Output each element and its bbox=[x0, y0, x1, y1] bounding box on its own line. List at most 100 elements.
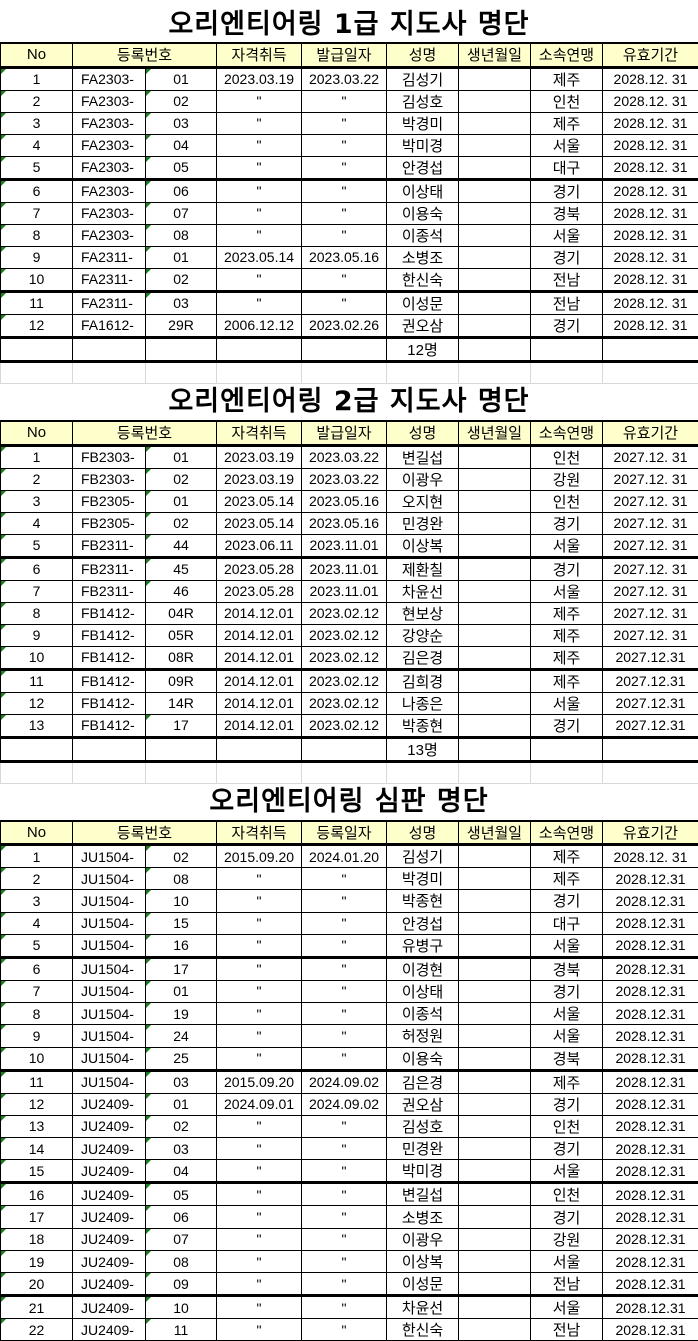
cell-name[interactable]: 제환칠 bbox=[387, 557, 459, 580]
cell-name[interactable]: 현보상 bbox=[387, 602, 459, 624]
cell-no[interactable]: 10 bbox=[1, 646, 73, 669]
cell-no[interactable]: 13 bbox=[1, 1115, 73, 1137]
cell-iss[interactable]: " bbox=[302, 1319, 387, 1341]
cell-name[interactable]: 권오삼 bbox=[387, 1093, 459, 1115]
cell-no[interactable]: 1 bbox=[1, 67, 73, 90]
cell-suf[interactable]: 01 bbox=[146, 490, 217, 512]
cell-org[interactable]: 서울 bbox=[531, 934, 603, 957]
cell-valid[interactable]: 2028.12. 31 bbox=[603, 112, 698, 134]
cell-name[interactable]: 이상태 bbox=[387, 980, 459, 1002]
cell-birth[interactable] bbox=[459, 1273, 531, 1296]
cell-iss[interactable]: " bbox=[302, 890, 387, 912]
cell-acq[interactable]: " bbox=[217, 1296, 302, 1319]
cell-no[interactable]: 2 bbox=[1, 90, 73, 112]
cell-iss[interactable]: 2023.03.22 bbox=[302, 445, 387, 468]
cell-birth[interactable] bbox=[459, 179, 531, 202]
cell-pre[interactable]: FA2303- bbox=[73, 156, 146, 179]
cell-suf[interactable]: 05 bbox=[146, 1183, 217, 1206]
cell-iss[interactable]: 2023.02.12 bbox=[302, 602, 387, 624]
cell-suf[interactable]: 01 bbox=[146, 445, 217, 468]
empty-cell[interactable] bbox=[459, 737, 531, 761]
cell-acq[interactable]: 2014.12.01 bbox=[217, 646, 302, 669]
cell-iss[interactable]: 2023.02.12 bbox=[302, 714, 387, 737]
cell-org[interactable]: 서울 bbox=[531, 224, 603, 246]
cell-pre[interactable]: FB2311- bbox=[73, 580, 146, 602]
cell-iss[interactable]: 2024.01.20 bbox=[302, 845, 387, 868]
cell-birth[interactable] bbox=[459, 1250, 531, 1272]
cell-pre[interactable]: JU2409- bbox=[73, 1319, 146, 1341]
cell-name[interactable]: 안경섭 bbox=[387, 156, 459, 179]
cell-suf[interactable]: 45 bbox=[146, 557, 217, 580]
cell-no[interactable]: 22 bbox=[1, 1319, 73, 1341]
cell-iss[interactable]: 2023.02.26 bbox=[302, 314, 387, 337]
cell-org[interactable]: 경기 bbox=[531, 557, 603, 580]
cell-pre[interactable]: JU2409- bbox=[73, 1093, 146, 1115]
cell-acq[interactable]: " bbox=[217, 1160, 302, 1183]
cell-org[interactable]: 제주 bbox=[531, 868, 603, 890]
empty-cell[interactable] bbox=[73, 337, 146, 361]
cell-name[interactable]: 민경완 bbox=[387, 512, 459, 534]
cell-valid[interactable]: 2028.12.31 bbox=[603, 912, 698, 934]
cell-suf[interactable]: 14R bbox=[146, 692, 217, 714]
cell-valid[interactable]: 2028.12.31 bbox=[603, 1003, 698, 1025]
cell-no[interactable]: 21 bbox=[1, 1296, 73, 1319]
cell-acq[interactable]: 2023.05.14 bbox=[217, 490, 302, 512]
cell-name[interactable]: 한신숙 bbox=[387, 268, 459, 291]
column-header[interactable]: 생년월일 bbox=[459, 821, 531, 845]
cell-iss[interactable]: 2023.05.16 bbox=[302, 512, 387, 534]
cell-pre[interactable]: JU2409- bbox=[73, 1250, 146, 1272]
empty-cell[interactable] bbox=[217, 737, 302, 761]
cell-iss[interactable]: " bbox=[302, 957, 387, 980]
cell-org[interactable]: 전남 bbox=[531, 1273, 603, 1296]
cell-suf[interactable]: 24 bbox=[146, 1025, 217, 1047]
cell-name[interactable]: 박미경 bbox=[387, 1160, 459, 1183]
cell-birth[interactable] bbox=[459, 1047, 531, 1070]
cell-birth[interactable] bbox=[459, 912, 531, 934]
cell-acq[interactable]: 2014.12.01 bbox=[217, 624, 302, 646]
cell-pre[interactable]: FA2311- bbox=[73, 246, 146, 268]
cell-birth[interactable] bbox=[459, 468, 531, 490]
cell-no[interactable]: 3 bbox=[1, 112, 73, 134]
cell-valid[interactable]: 2028.12.31 bbox=[603, 934, 698, 957]
cell-name[interactable]: 김성기 bbox=[387, 67, 459, 90]
cell-org[interactable]: 경기 bbox=[531, 314, 603, 337]
cell-iss[interactable]: 2023.05.16 bbox=[302, 246, 387, 268]
total-count[interactable]: 12명 bbox=[387, 337, 459, 361]
cell-no[interactable]: 5 bbox=[1, 156, 73, 179]
cell-name[interactable]: 차윤선 bbox=[387, 580, 459, 602]
column-header[interactable]: 등록번호 bbox=[73, 821, 217, 845]
cell-org[interactable]: 경북 bbox=[531, 1047, 603, 1070]
cell-valid[interactable]: 2027.12. 31 bbox=[603, 512, 698, 534]
cell-acq[interactable]: 2023.06.11 bbox=[217, 534, 302, 557]
cell-suf[interactable]: 01 bbox=[146, 246, 217, 268]
cell-valid[interactable]: 2027.12. 31 bbox=[603, 445, 698, 468]
cell-org[interactable]: 강원 bbox=[531, 468, 603, 490]
cell-suf[interactable]: 01 bbox=[146, 980, 217, 1002]
empty-cell[interactable] bbox=[302, 737, 387, 761]
cell-name[interactable]: 김희경 bbox=[387, 669, 459, 692]
cell-suf[interactable]: 02 bbox=[146, 512, 217, 534]
column-header[interactable]: 자격취득 bbox=[217, 821, 302, 845]
cell-name[interactable]: 유병구 bbox=[387, 934, 459, 957]
cell-suf[interactable]: 03 bbox=[146, 1138, 217, 1160]
cell-iss[interactable]: 2023.02.12 bbox=[302, 624, 387, 646]
cell-suf[interactable]: 25 bbox=[146, 1047, 217, 1070]
cell-iss[interactable]: 2023.02.12 bbox=[302, 646, 387, 669]
cell-valid[interactable]: 2028.12. 31 bbox=[603, 90, 698, 112]
cell-name[interactable]: 김성호 bbox=[387, 90, 459, 112]
cell-suf[interactable]: 05 bbox=[146, 156, 217, 179]
cell-suf[interactable]: 02 bbox=[146, 845, 217, 868]
cell-name[interactable]: 김은경 bbox=[387, 646, 459, 669]
cell-iss[interactable]: " bbox=[302, 1206, 387, 1228]
cell-suf[interactable]: 29R bbox=[146, 314, 217, 337]
cell-birth[interactable] bbox=[459, 580, 531, 602]
empty-cell[interactable] bbox=[73, 737, 146, 761]
cell-org[interactable]: 인천 bbox=[531, 1183, 603, 1206]
column-header[interactable]: 소속연맹 bbox=[531, 43, 603, 67]
cell-pre[interactable]: JU1504- bbox=[73, 980, 146, 1002]
cell-acq[interactable]: " bbox=[217, 1138, 302, 1160]
cell-no[interactable]: 9 bbox=[1, 246, 73, 268]
cell-iss[interactable]: 2024.09.02 bbox=[302, 1093, 387, 1115]
cell-suf[interactable]: 09R bbox=[146, 669, 217, 692]
cell-org[interactable]: 제주 bbox=[531, 1070, 603, 1093]
